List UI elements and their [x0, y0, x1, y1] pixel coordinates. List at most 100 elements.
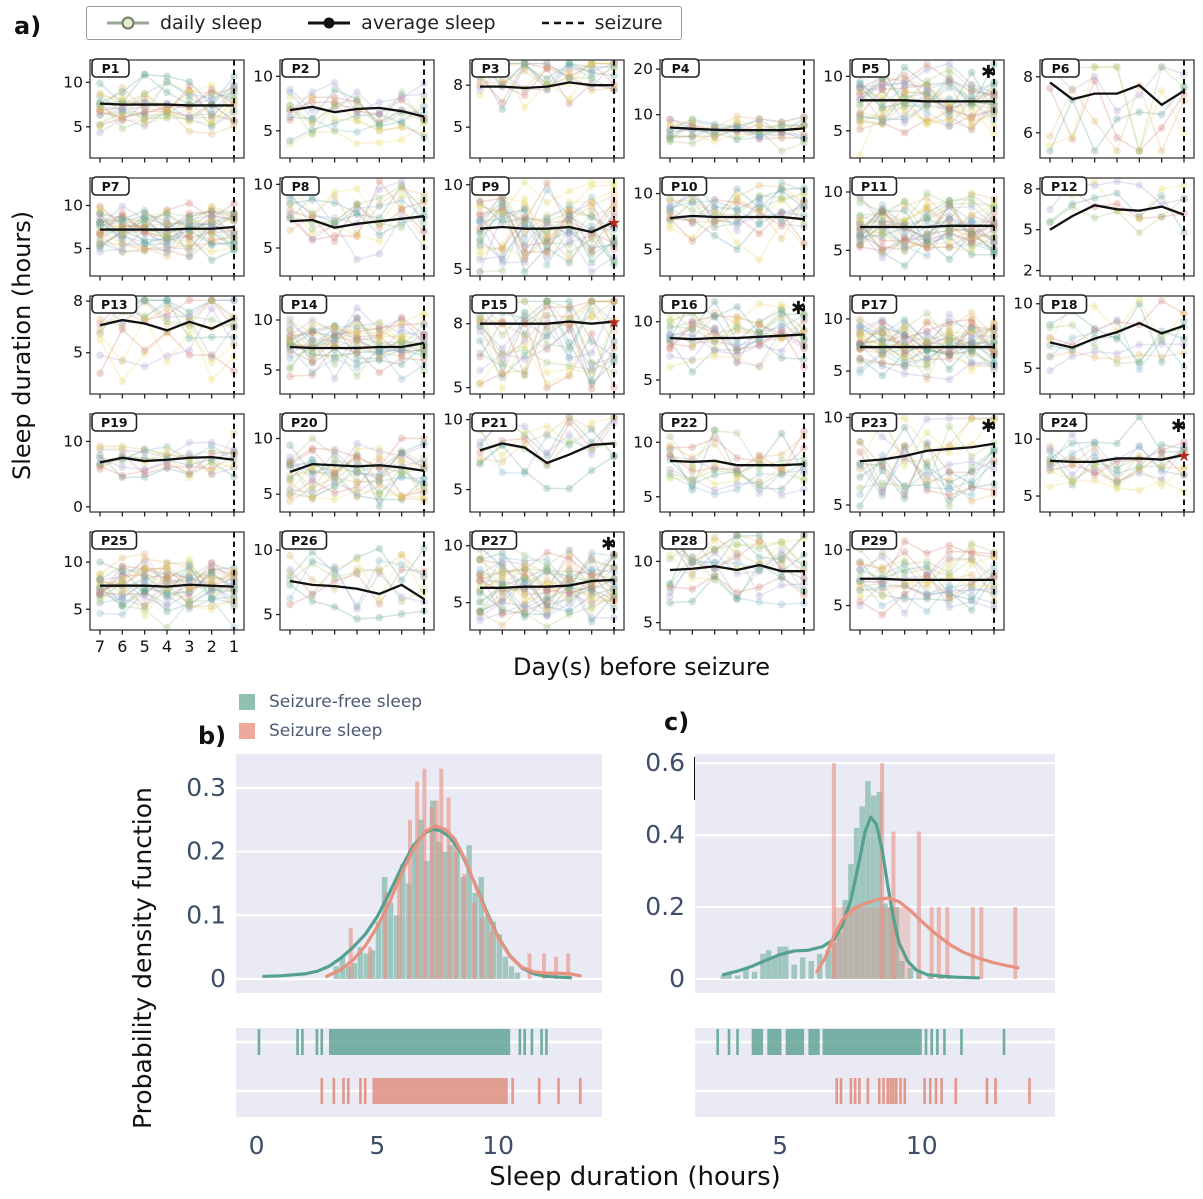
- average-sleep-line: [860, 577, 994, 582]
- patient-label-box: [91, 176, 130, 196]
- y-tick-label: 10: [63, 197, 83, 215]
- y-tick-label: 10: [823, 409, 843, 427]
- subplot-P27: 10 5 P27 ✱: [438, 526, 628, 676]
- average-sleep-line: [289, 462, 425, 473]
- daily-sleep-lines: [856, 308, 998, 384]
- legend-label-daily-sleep: daily sleep: [160, 12, 263, 34]
- subplot-svg-P24: 10 5 P24 ✱ ★: [1013, 412, 1195, 517]
- y-tick-label: 5: [643, 488, 653, 506]
- subplot-P9: 10 5 P9 ★: [438, 172, 628, 290]
- daily-sleep-lines: [286, 544, 428, 623]
- density-x-tick-label: 5: [369, 1131, 385, 1160]
- subplot-P24: 10 5 P24 ✱ ★: [1008, 408, 1198, 526]
- y-tick-label: 5: [73, 239, 83, 257]
- subplot-P29: 10 5 P29: [818, 526, 1008, 676]
- legend-label-seizure-free: Seizure-free sleep: [269, 692, 423, 712]
- subplot-svg-P18: 10 5 P18: [1013, 294, 1195, 399]
- y-tick-label: 5: [833, 496, 843, 514]
- density-y-tick-label: 0.2: [186, 837, 226, 866]
- y-tick-label: 10: [823, 310, 843, 328]
- average-sleep-line: [100, 225, 235, 231]
- patient-label-box: [281, 58, 320, 78]
- subplot-P12: 8 5 2 P12: [1008, 172, 1198, 290]
- average-sleep-line: [100, 583, 235, 588]
- x-tick-label: 7: [95, 637, 105, 656]
- subplot-svg-P12: 8 5 2 P12: [1023, 176, 1195, 281]
- average-sleep-line: [669, 214, 805, 221]
- y-tick-label: 10: [443, 411, 463, 429]
- subplot-svg-P8: 10 5 P8: [253, 175, 435, 281]
- y-tick-label: 6: [1023, 124, 1033, 142]
- average-sleep-line: [1049, 321, 1185, 349]
- density-x-tick-label: 10: [906, 1131, 938, 1160]
- panel-a-ylabel: Sleep duration (hours): [8, 210, 36, 480]
- average-sleep-line: [479, 442, 615, 465]
- density-x-tick-label: 5: [772, 1131, 788, 1160]
- patient-label-box: [281, 530, 328, 550]
- patient-label: P22: [671, 415, 698, 430]
- legend-item-seizure-free-sleep: Seizure-free sleep: [239, 692, 422, 712]
- patient-label: P8: [292, 179, 310, 194]
- average-sleep-line: [480, 578, 615, 589]
- y-tick-label: 10: [823, 541, 843, 559]
- patient-label: P17: [861, 297, 888, 312]
- significance-asterisk: ✱: [601, 534, 616, 555]
- subplot-svg-P14: 10 5 P14: [253, 294, 435, 399]
- red-star-marker: ★: [1177, 446, 1191, 465]
- patient-label: P28: [671, 533, 698, 548]
- subplot-P11: 10 5 P11: [818, 172, 1008, 290]
- patient-label-box: [1041, 294, 1088, 314]
- subplot-P18: 10 5 P18: [1008, 290, 1198, 408]
- density-y-tick-label: 0: [210, 964, 226, 993]
- y-tick-label: 10: [1013, 430, 1033, 448]
- y-tick-label: 8: [1023, 180, 1033, 198]
- subplot-svg-P13: 8 5 P13: [73, 292, 245, 399]
- density-x-tick-label: 0: [249, 1131, 265, 1160]
- y-tick-label: 10: [633, 106, 653, 124]
- panel-a-grid: 10 5 P1 10 5 P2 8 5 P3 20 10 P4 10 5 P5 ✱ 8 6 P6 10 5 P7 10 5 P8…: [58, 54, 1198, 676]
- subplot-P13: 8 5 P13: [58, 290, 248, 408]
- daily-sleep-lines: [856, 414, 998, 511]
- patient-label-box: [661, 176, 708, 196]
- y-tick-label: 10: [633, 313, 653, 331]
- patient-label: P16: [671, 297, 698, 312]
- seizure-free-rug: [716, 1029, 1006, 1055]
- x-tick-label: 1: [229, 637, 239, 656]
- patient-label-box: [1041, 176, 1088, 196]
- panel-bc-xlabel: Sleep duration (hours): [489, 1162, 781, 1192]
- average-sleep-line: [480, 320, 615, 325]
- patient-label: P1: [102, 61, 120, 76]
- subplot-svg-P17: 10 5 P17: [823, 294, 1005, 399]
- y-tick-label: 5: [263, 122, 273, 140]
- daily-sleep-lines: [856, 537, 998, 619]
- average-sleep-line: [860, 224, 994, 229]
- y-tick-label: 10: [443, 176, 463, 194]
- significance-asterisk: ✱: [1171, 416, 1186, 437]
- seizure-kde-curve: [324, 824, 582, 979]
- subplot-P4: 20 10 P4: [628, 54, 818, 172]
- x-tick-label: 4: [162, 637, 172, 656]
- average-sleep-line: [669, 459, 805, 467]
- subplot-svg-P10: 10 5 P10: [633, 176, 815, 281]
- subplot-svg-P4: 20 10 P4: [633, 58, 815, 163]
- x-tick-label: 5: [140, 637, 150, 656]
- panel-a-xlabel: Day(s) before seizure: [513, 653, 770, 681]
- patient-label-box: [281, 294, 328, 314]
- daily-sleep-marker-icon: [107, 16, 149, 30]
- patient-label: P13: [101, 297, 128, 312]
- seizure-free-kde-curve: [721, 815, 981, 980]
- patient-label-box: [281, 176, 320, 196]
- legend-item-daily-sleep: daily sleep: [105, 12, 262, 34]
- subplot-svg-P28: 10 5 P28: [633, 530, 815, 635]
- patient-label: P11: [861, 179, 888, 194]
- patient-label-box: [1041, 412, 1088, 432]
- panel-b-rug-plot: 0 5 10: [236, 1028, 602, 1160]
- y-tick-label: 5: [1023, 487, 1033, 505]
- patient-label-box: [851, 530, 898, 550]
- y-tick-label: 2: [1023, 262, 1033, 280]
- density-y-tick-label: 0.4: [645, 820, 685, 849]
- y-tick-label: 5: [263, 239, 273, 257]
- patient-label: P4: [672, 61, 690, 76]
- seizure-histogram: [348, 768, 571, 979]
- average-sleep-line: [669, 563, 804, 573]
